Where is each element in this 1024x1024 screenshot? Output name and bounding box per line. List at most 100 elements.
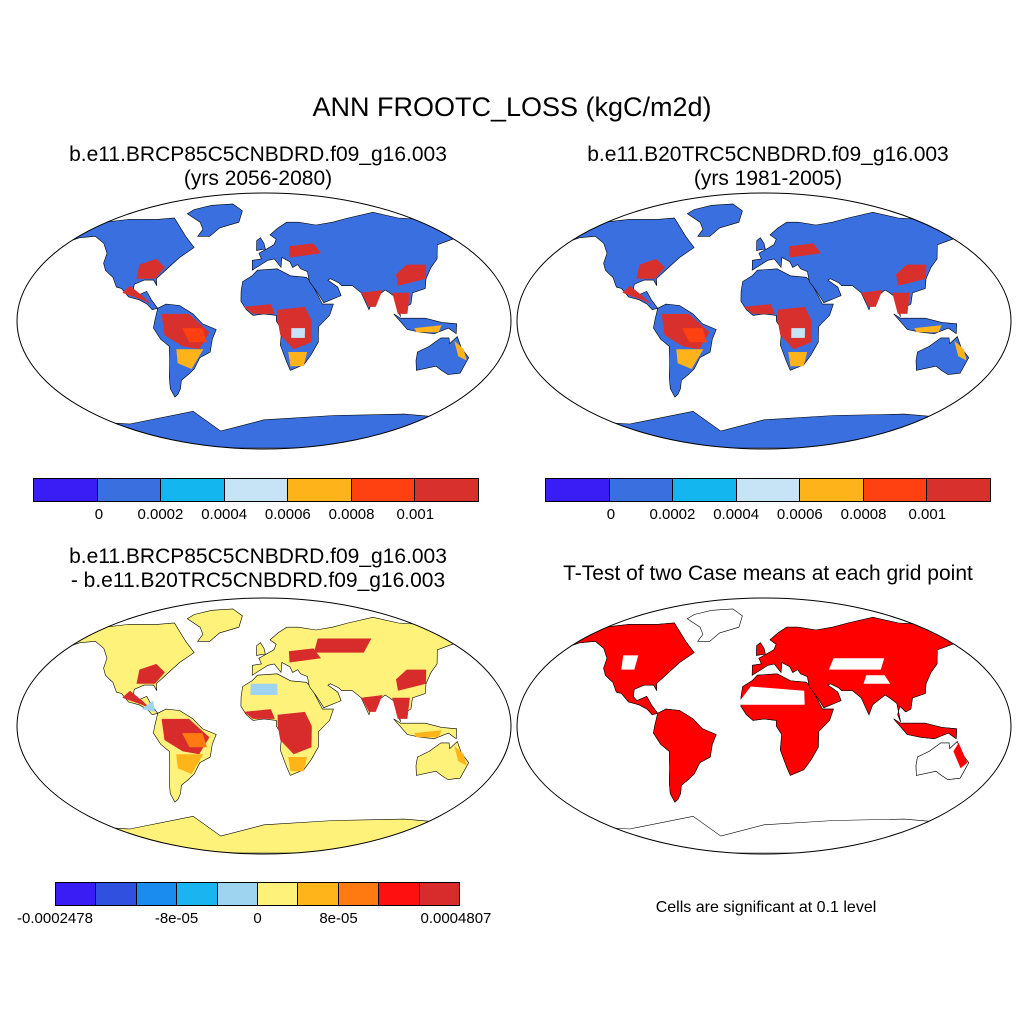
- high-region-mexico: [122, 690, 152, 710]
- panel-1-title-line1: b.e11.BRCP85C5CNBDRD.f09_g16.003: [69, 143, 447, 166]
- map-border: [16, 192, 512, 450]
- high-region-siberia: [313, 638, 372, 653]
- continent-australia: [415, 335, 470, 375]
- map-content: [17, 598, 511, 854]
- high-region-westAfr: [243, 304, 275, 314]
- high-region-seasia: [392, 697, 410, 719]
- negative-region-sahara: [250, 683, 278, 695]
- mid-region-sAfr: [288, 757, 308, 772]
- colorbar-tick-label: 0.0006: [776, 506, 823, 523]
- colorbar-box: [863, 479, 928, 501]
- mid-region-brazil: [182, 328, 207, 343]
- high-region-eEurope: [288, 648, 321, 663]
- high-region-india: [361, 695, 383, 712]
- mid-region-sAfr: [288, 352, 308, 367]
- significant-uk: [756, 642, 766, 656]
- high-region-westAfr: [243, 709, 275, 719]
- colorbar-difference-labels: -0.0002478 -8e-05 0 8e-05 0.0004807: [17, 910, 491, 930]
- colorbar-tick-label: 0.001: [908, 506, 947, 523]
- colorbar-tick-label: 0.0008: [840, 506, 887, 523]
- panel-2-title: b.e11.B20TRC5CNBDRD.f09_g16.003 (yrs 198…: [518, 143, 1018, 191]
- significant-east-australia: [953, 742, 968, 769]
- map-future-abs: [16, 192, 512, 450]
- continent-greenland: [686, 608, 743, 642]
- nonsignificant-area: [736, 686, 805, 705]
- colorbar-tick-label: 0: [253, 910, 262, 927]
- light-region: [791, 328, 805, 338]
- colorbar-box: [800, 479, 864, 501]
- colorbar-abs-right-labels: 0 0.0002 0.0004 0.0006 0.0008 0.001: [545, 506, 991, 526]
- high-region-eastUS: [136, 663, 165, 684]
- mid-region-ind2: [414, 730, 442, 738]
- colorbar-tick-label: 0: [606, 506, 616, 523]
- colorbar-box: [56, 883, 97, 905]
- high-region-china: [396, 669, 427, 691]
- colorbar-tick-label: 0.0006: [264, 506, 311, 523]
- main-title: ANN FROOTC_LOSS (kgC/m2d): [312, 92, 712, 122]
- significant-indonesia: [893, 718, 958, 740]
- continent-namerica: [562, 217, 695, 311]
- high-region-seasia: [892, 292, 910, 314]
- panel-3-title: b.e11.BRCP85C5CNBDRD.f09_g16.003 - b.e11…: [8, 545, 508, 593]
- colorbar-box: [546, 479, 610, 501]
- continent-australia: [415, 740, 470, 780]
- high-region-centralAfr: [277, 711, 312, 755]
- panel-2-title-line1: b.e11.B20TRC5CNBDRD.f09_g16.003: [587, 143, 949, 166]
- colorbar-box: [217, 883, 259, 905]
- colorbar-tick-label: 0.0002: [137, 506, 184, 523]
- map-content: [517, 598, 1011, 854]
- map-ttest-significance: [516, 597, 1012, 855]
- mid-region-oz: [454, 340, 467, 361]
- colorbar-box: [136, 883, 178, 905]
- mid-region-southAm: [676, 349, 704, 369]
- high-region-china: [896, 264, 927, 286]
- light-region: [291, 328, 305, 338]
- colorbar-box: [736, 479, 801, 501]
- colorbar-box: [34, 479, 98, 501]
- colorbar-box: [415, 479, 479, 501]
- continent-greenland: [186, 203, 243, 237]
- continent-uk: [256, 642, 266, 656]
- panel-1-title: b.e11.BRCP85C5CNBDRD.f09_g16.003 (yrs 20…: [8, 143, 508, 191]
- high-region-eEurope: [788, 243, 821, 258]
- mid-region-ind2: [414, 325, 442, 333]
- colorbar-abs-left: [33, 478, 479, 502]
- high-region-centralAfr: [777, 306, 812, 350]
- high-region-eastUS: [136, 258, 165, 279]
- negative-region-central-america: [141, 700, 155, 712]
- colorbar-abs-right: [545, 478, 991, 502]
- continent-uk: [756, 237, 766, 251]
- colorbar-tick-label: 0.0004807: [420, 910, 492, 927]
- high-region-seasia: [392, 292, 410, 314]
- colorbar-tick-label: 0.001: [396, 506, 435, 523]
- colorbar-box: [298, 883, 339, 905]
- mid-region-brazil: [682, 328, 707, 343]
- colorbar-box: [338, 883, 380, 905]
- colorbar-box: [673, 479, 737, 501]
- mid-region-southAm: [176, 754, 204, 774]
- continent-uk: [256, 237, 266, 251]
- colorbar-box: [288, 479, 352, 501]
- high-region-eEurope: [288, 243, 321, 258]
- high-region-mexico: [122, 285, 152, 305]
- panel-3-title-line1: b.e11.BRCP85C5CNBDRD.f09_g16.003: [69, 545, 447, 568]
- continent-greenland: [686, 203, 743, 237]
- mid-region-oz: [954, 340, 967, 361]
- mid-region-ind2: [914, 325, 942, 333]
- nonsignificant-area: [621, 655, 639, 670]
- map-border: [16, 597, 512, 855]
- colorbar-box: [224, 479, 289, 501]
- mid-region-brazil: [182, 733, 207, 748]
- mid-region-sAfr: [788, 352, 808, 367]
- nonsignificant-area: [863, 675, 891, 684]
- colorbar-box: [419, 883, 460, 905]
- colorbar-tick-label: 0.0004: [201, 506, 248, 523]
- colorbar-tick-label: 0.0002: [649, 506, 696, 523]
- continent-namerica: [62, 217, 195, 311]
- high-region-india: [361, 290, 383, 307]
- colorbar-abs-left-labels: 0 0.0002 0.0004 0.0006 0.0008 0.001: [33, 506, 479, 526]
- panel-2-title-line2: (yrs 1981-2005): [693, 167, 843, 190]
- colorbar-box: [927, 479, 991, 501]
- panel-3-title-line2: - b.e11.B20TRC5CNBDRD.f09_g16.003: [70, 569, 446, 592]
- panel-4-title: T-Test of two Case means at each grid po…: [518, 562, 1018, 586]
